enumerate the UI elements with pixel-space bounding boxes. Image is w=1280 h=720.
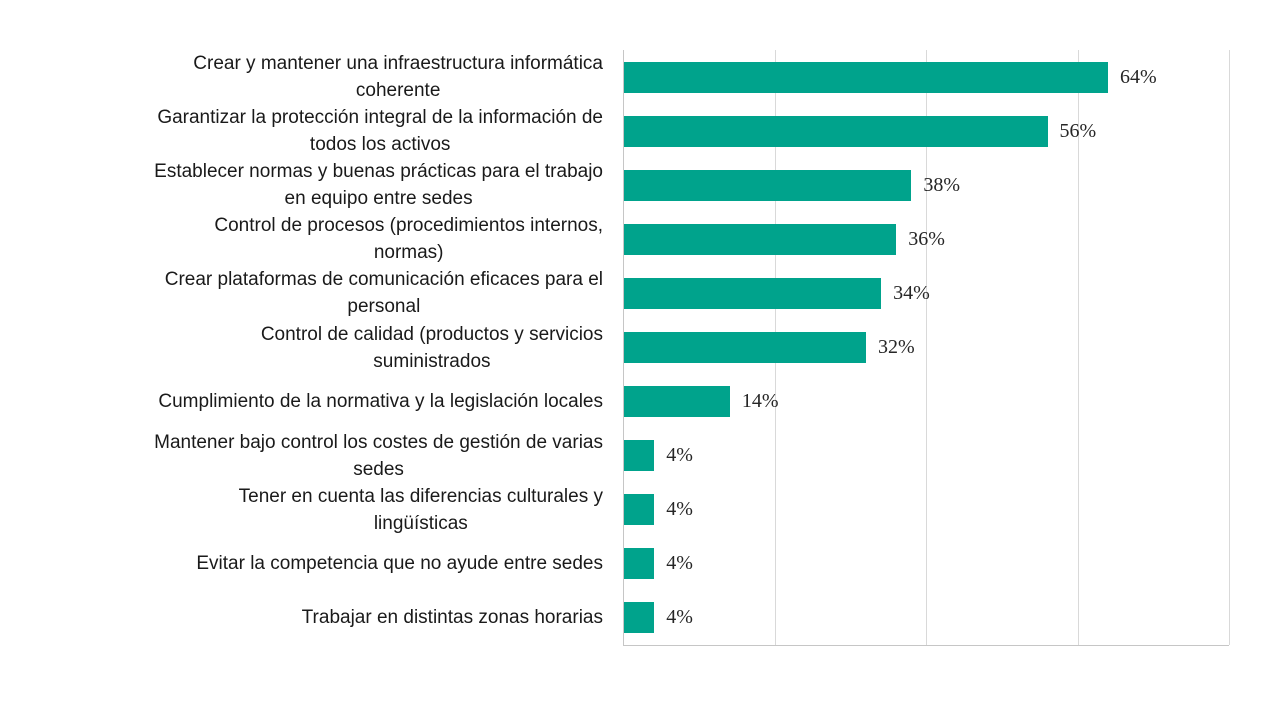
value-label: 4% (666, 606, 693, 629)
category-label-row: Tener en cuenta las diferencias cultural… (30, 483, 603, 537)
gridline (1229, 50, 1230, 645)
bar (624, 386, 730, 418)
gridline (926, 50, 927, 645)
bar (624, 494, 655, 526)
category-label: Tener en cuenta las diferencias cultural… (238, 485, 603, 534)
value-label: 4% (666, 444, 693, 467)
category-label-row: Cumplimiento de la normativa y la legisl… (30, 375, 603, 429)
bar-row: 4% (624, 591, 1229, 645)
category-label-row: Mantener bajo control los costes de gest… (30, 429, 603, 483)
value-label: 38% (923, 173, 961, 196)
bar (624, 61, 1108, 93)
bar (624, 223, 897, 255)
category-label-row: Establecer normas y buenas prácticas par… (30, 158, 603, 212)
bar-row: 36% (624, 212, 1229, 266)
bar (624, 277, 882, 309)
value-label: 32% (878, 336, 915, 359)
bar-row: 64% (624, 50, 1229, 104)
category-label: Control de calidad (productos y servicio… (260, 323, 603, 372)
gridline (1077, 50, 1079, 645)
bar-row: 4% (624, 483, 1229, 537)
value-label: 64% (1120, 65, 1157, 88)
category-label: Evitar la competencia que no ayude entre… (196, 553, 603, 575)
category-label-row: Crear y mantener una infraestructura inf… (30, 50, 603, 104)
category-label: Control de procesos (procedimientos inte… (214, 215, 603, 264)
value-label: 4% (666, 498, 693, 521)
category-label-row: Trabajar en distintas zonas horarias (30, 591, 603, 645)
value-label: 34% (893, 281, 930, 304)
value-label: 56% (1059, 119, 1097, 142)
category-label: Cumplimiento de la normativa y la legisl… (158, 391, 603, 413)
category-label-row: Garantizar la protección integral de la … (30, 104, 603, 158)
bar-row: 38% (624, 158, 1229, 212)
bar (624, 115, 1048, 147)
bar (624, 440, 655, 472)
value-label: 14% (741, 390, 779, 413)
bar-row: 34% (624, 266, 1229, 320)
category-label: Establecer normas y buenas prácticas par… (154, 161, 603, 210)
category-label-row: Crear plataformas de comunicación eficac… (30, 266, 603, 320)
bar (624, 602, 655, 634)
bars-layer: 64% 56% 38% 36% 34% 32% 14% 4% 4% 4% 4% (624, 50, 1229, 645)
bar (624, 548, 655, 580)
category-label: Garantizar la protección integral de la … (157, 107, 603, 156)
category-label: Mantener bajo control los costes de gest… (154, 431, 603, 480)
bar-row: 4% (624, 537, 1229, 591)
bar (624, 332, 866, 364)
category-label: Crear plataformas de comunicación eficac… (164, 269, 603, 318)
bar-row: 4% (624, 429, 1229, 483)
plot-area: 64% 56% 38% 36% 34% 32% 14% 4% 4% 4% 4% (623, 50, 1230, 646)
category-label-row: Control de procesos (procedimientos inte… (30, 212, 603, 266)
bar-row: 32% (624, 320, 1229, 374)
category-label-row: Evitar la competencia que no ayude entre… (30, 537, 603, 591)
value-label: 36% (908, 227, 945, 250)
category-label: Crear y mantener una infraestructura inf… (193, 53, 603, 102)
value-label: 4% (666, 552, 693, 575)
category-label-row: Control de calidad (productos y servicio… (30, 320, 603, 374)
x-axis-line (623, 645, 1229, 646)
category-labels: Crear y mantener una infraestructura inf… (30, 50, 603, 645)
bar-row: 14% (624, 375, 1229, 429)
category-label: Trabajar en distintas zonas horarias (301, 607, 603, 629)
y-axis-line (623, 50, 624, 645)
bar-row: 56% (624, 104, 1229, 158)
bar (624, 169, 912, 201)
